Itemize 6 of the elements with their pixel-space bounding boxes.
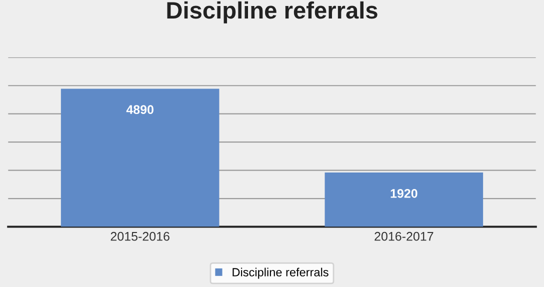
data-label: 1920 <box>390 189 418 198</box>
legend-label: Discipline referrals <box>232 268 328 279</box>
x-tick-label: 2016-2017 <box>374 232 434 241</box>
chart-title: Discipline referrals <box>167 1 378 24</box>
data-label: 4890 <box>126 105 154 114</box>
x-tick-label: 2015-2016 <box>110 232 170 241</box>
